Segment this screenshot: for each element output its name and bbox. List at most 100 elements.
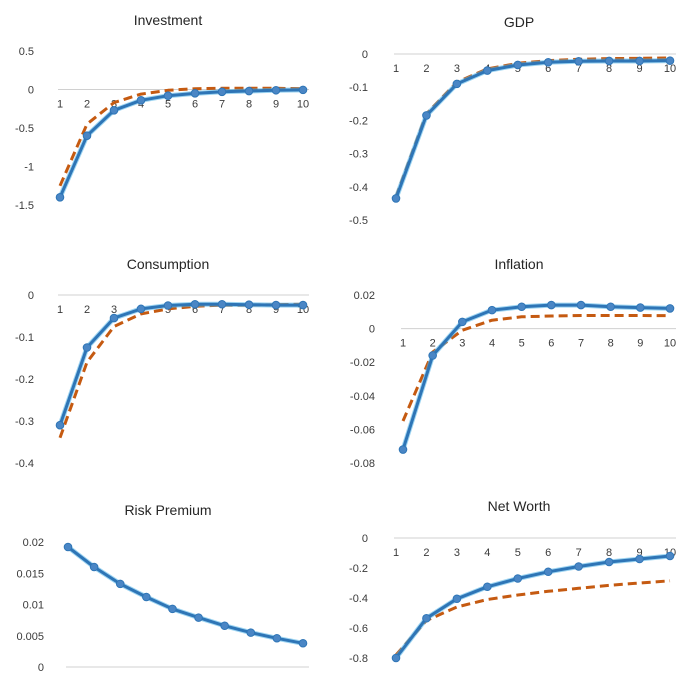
net-worth-ytick-label: -0.2: [349, 563, 368, 575]
consumption-data-point: [109, 313, 119, 323]
net-worth-ytick-label: -0.8: [349, 653, 368, 665]
gdp-ytick-label: -0.2: [349, 115, 368, 127]
investment-xtick-label: 1: [57, 99, 63, 111]
investment-data-point: [244, 86, 254, 96]
net-worth-xtick-label: 3: [454, 547, 460, 559]
investment-data-point: [217, 87, 227, 97]
risk-premium-data-point: [272, 633, 282, 643]
risk-premium-data-point: [115, 579, 125, 589]
gdp-data-point: [452, 79, 462, 89]
gdp-solid-series-line: [394, 59, 671, 199]
inflation-ytick-label: -0.08: [350, 458, 375, 470]
gdp-ytick-label: -0.1: [349, 82, 368, 94]
net-worth-data-point: [391, 653, 401, 663]
investment-data-point: [163, 91, 173, 100]
inflation-data-point: [547, 300, 556, 310]
consumption-xtick-label: 8: [246, 304, 252, 316]
inflation-xtick-label: 10: [664, 338, 676, 350]
consumption-data-point: [136, 304, 146, 314]
consumption-xtick-label: 2: [84, 304, 90, 316]
consumption-dashed-series-line: [58, 302, 304, 439]
inflation-ytick-label: -0.04: [350, 391, 375, 403]
investment-solid-series-line: [58, 88, 304, 198]
investment-xtick-label: 9: [273, 99, 279, 111]
gdp-data-point: [635, 56, 644, 66]
inflation-xtick-label: 4: [489, 338, 495, 350]
gdp-dashed-series-line: [394, 56, 671, 198]
investment-data-point: [136, 95, 146, 105]
investment-solid-series-halo: [57, 87, 304, 199]
gdp-ytick-label: -0.4: [349, 182, 368, 194]
investment-dashed-series-line: [58, 86, 304, 187]
inflation-data-point: [487, 305, 497, 315]
inflation-data-point: [665, 304, 675, 313]
gdp-xtick-label: 9: [636, 63, 642, 75]
gdp-ytick-label: -0.3: [349, 149, 368, 161]
risk-premium-solid-series-line: [67, 545, 304, 645]
risk-premium-data-point: [246, 628, 256, 637]
net-worth-ytick-label: 0: [362, 533, 368, 545]
net-worth-data-point: [665, 551, 675, 561]
net-worth-xtick-label: 6: [545, 547, 551, 559]
risk-premium-data-point: [220, 621, 229, 631]
investment-data-point: [82, 131, 92, 140]
risk-premium-title: Risk Premium: [124, 502, 211, 518]
risk-premium-ytick-label: 0: [38, 662, 44, 673]
consumption-data-point: [82, 343, 92, 352]
investment-xtick-label: 10: [297, 99, 309, 111]
consumption-xtick-label: 7: [219, 304, 225, 316]
gdp-data-point: [665, 56, 675, 65]
risk-premium-data-point: [298, 638, 308, 648]
inflation-solid-series-line: [401, 303, 671, 451]
investment-xtick-label: 7: [219, 99, 225, 111]
consumption-data-point: [244, 300, 254, 309]
inflation-ytick-label: 0.02: [354, 290, 375, 302]
inflation-data-point: [606, 302, 615, 312]
consumption-xtick-label: 9: [273, 304, 279, 316]
risk-premium-solid-series-halo: [66, 545, 304, 646]
net-worth-xtick-label: 7: [576, 547, 582, 559]
gdp-xtick-label: 3: [454, 63, 460, 75]
net-worth-data-point: [513, 574, 523, 583]
inflation-data-point: [517, 302, 526, 312]
gdp-data-point: [483, 66, 492, 75]
risk-premium-ytick-label: 0.01: [23, 600, 44, 612]
net-worth-dashed-series-line: [394, 579, 671, 656]
gdp-xtick-label: 10: [664, 63, 676, 75]
investment-data-point: [190, 89, 200, 98]
gdp-data-point: [543, 58, 553, 67]
risk-premium-ytick-label: 0.015: [16, 568, 44, 580]
consumption-data-point: [190, 299, 200, 309]
inflation-title: Inflation: [494, 256, 543, 272]
consumption-ytick-label: -0.2: [15, 374, 34, 386]
investment-ytick-label: -0.5: [15, 123, 34, 135]
gdp-xtick-label: 7: [576, 63, 582, 75]
net-worth-ytick-label: -0.6: [349, 623, 368, 635]
net-worth-data-point: [574, 562, 583, 571]
consumption-xtick-label: 6: [192, 304, 198, 316]
consumption-ytick-label: -0.1: [15, 332, 34, 344]
net-worth-xtick-label: 9: [636, 547, 642, 559]
inflation-xtick-label: 1: [400, 338, 406, 350]
consumption-data-point: [271, 300, 281, 310]
net-worth-title: Net Worth: [488, 498, 551, 514]
net-worth-solid-series-line: [394, 554, 671, 659]
investment-ytick-label: 0.5: [19, 46, 34, 58]
consumption-ytick-label: -0.4: [15, 458, 34, 470]
inflation-ytick-label: -0.02: [350, 357, 375, 369]
gdp-xtick-label: 8: [606, 63, 612, 75]
inflation-panel: Inflation 0.02 0 -0.02 -0.04 -0.06 -0.08 1 2 3 4 5 6…: [350, 256, 676, 470]
net-worth-data-point: [452, 594, 462, 604]
consumption-xtick-label: 1: [57, 304, 63, 316]
inflation-ytick-label: -0.06: [350, 424, 375, 436]
net-worth-xtick-label: 1: [393, 547, 399, 559]
inflation-xtick-label: 6: [548, 338, 554, 350]
net-worth-xtick-label: 5: [515, 547, 521, 559]
investment-xtick-label: 6: [192, 99, 198, 111]
inflation-xtick-label: 7: [578, 338, 584, 350]
inflation-solid-series-halo: [400, 302, 671, 451]
